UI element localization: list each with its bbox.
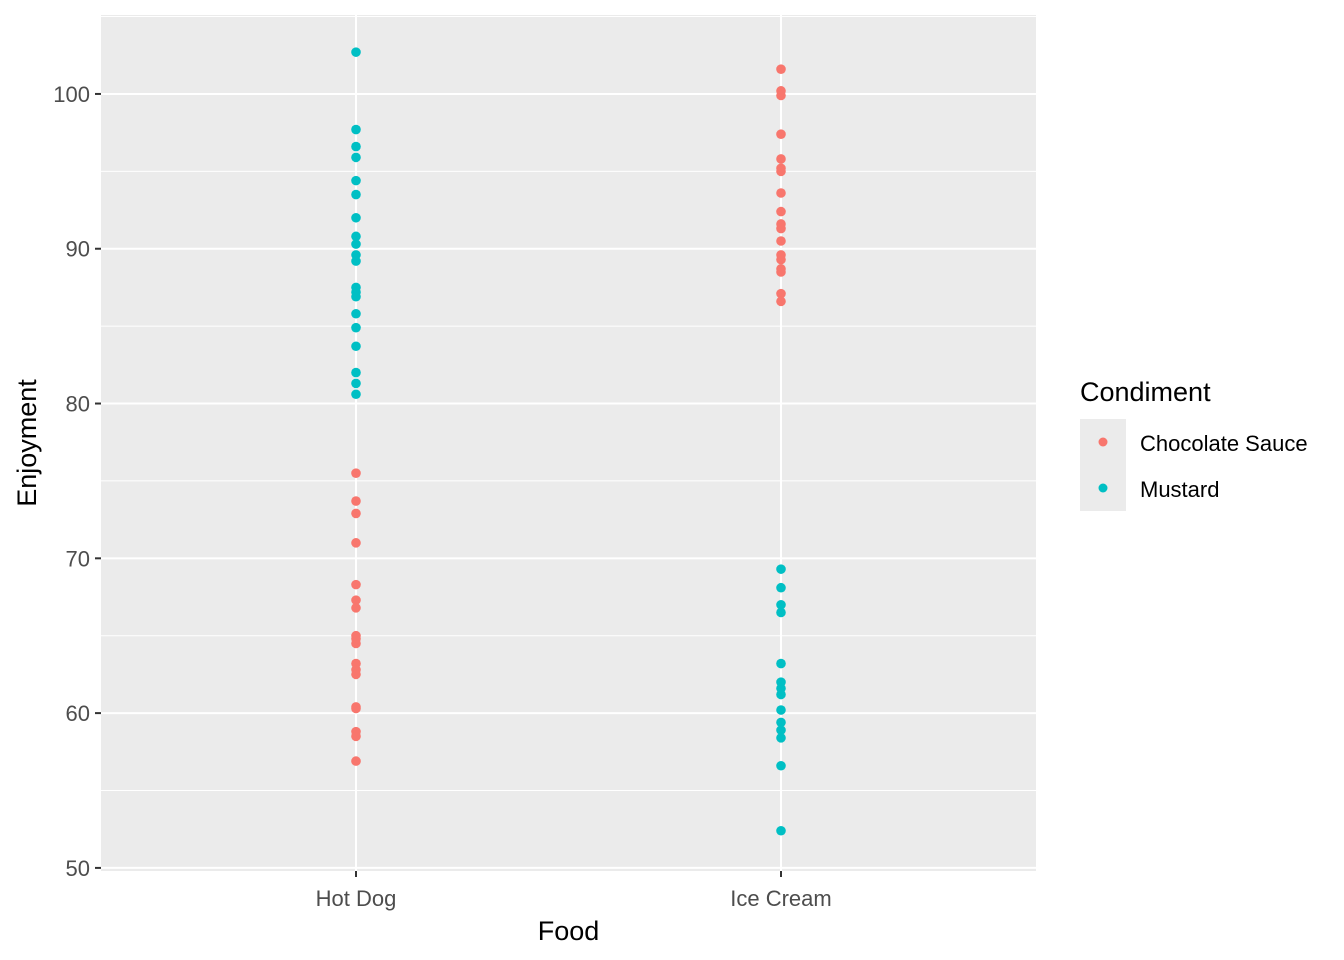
y-axis: 50 60 70 80 90 100 xyxy=(53,82,101,881)
legend-label-mustard: Mustard xyxy=(1140,477,1219,502)
data-point xyxy=(776,689,786,700)
y-tick-label: 50 xyxy=(66,856,90,881)
y-tick-label: 60 xyxy=(66,701,90,726)
data-point xyxy=(351,756,361,766)
data-point xyxy=(776,658,786,669)
minor-gridlines xyxy=(101,16,1036,792)
data-point xyxy=(776,129,786,139)
data-point xyxy=(776,206,786,217)
data-point xyxy=(776,825,786,836)
legend-key-background xyxy=(1080,419,1126,511)
plot-panel xyxy=(101,15,1036,871)
data-point xyxy=(776,705,786,715)
data-point xyxy=(351,256,361,266)
data-point xyxy=(776,166,786,177)
data-point xyxy=(776,717,786,728)
data-point xyxy=(776,267,786,277)
legend: Condiment Chocolate Sauce Mustard xyxy=(1080,377,1308,511)
data-point xyxy=(351,124,361,135)
x-axis-title: Food xyxy=(538,916,600,946)
legend-label-chocolate-sauce: Chocolate Sauce xyxy=(1140,431,1308,456)
data-point xyxy=(351,141,361,152)
data-point xyxy=(351,322,361,333)
data-point xyxy=(351,579,361,590)
data-point xyxy=(776,154,786,164)
data-point xyxy=(776,288,786,299)
data-point xyxy=(351,468,361,478)
data-point xyxy=(351,603,361,613)
data-point xyxy=(776,90,786,101)
data-point xyxy=(776,607,786,618)
data-point xyxy=(351,669,361,680)
data-point xyxy=(351,175,361,186)
data-point xyxy=(351,231,361,242)
data-point xyxy=(351,367,361,378)
data-point xyxy=(776,223,786,234)
data-point xyxy=(351,731,361,742)
data-point xyxy=(351,341,361,352)
data-point xyxy=(351,638,361,649)
y-tick-label: 80 xyxy=(66,392,90,417)
data-point xyxy=(776,64,786,74)
data-point xyxy=(776,582,786,593)
data-point xyxy=(776,599,786,610)
data-point xyxy=(351,703,361,714)
y-tick-label: 100 xyxy=(53,82,90,107)
data-point xyxy=(351,189,361,200)
data-point xyxy=(351,47,361,57)
legend-dot-chocolate-sauce xyxy=(1098,437,1108,447)
data-point xyxy=(351,508,361,519)
data-points xyxy=(351,47,786,836)
data-point xyxy=(351,389,361,400)
data-point xyxy=(776,254,786,265)
data-point xyxy=(351,595,361,605)
data-point xyxy=(776,725,786,735)
legend-dot-mustard xyxy=(1098,483,1108,493)
data-point xyxy=(776,188,786,198)
data-point xyxy=(351,538,361,548)
x-tick-label: Hot Dog xyxy=(316,886,397,911)
data-point xyxy=(776,733,786,743)
data-point xyxy=(776,564,786,574)
x-tick-label: Ice Cream xyxy=(730,886,831,911)
data-point xyxy=(776,760,786,771)
y-tick-label: 70 xyxy=(66,546,90,571)
data-point xyxy=(351,291,361,302)
data-point xyxy=(351,378,361,389)
data-point xyxy=(351,239,361,249)
data-point xyxy=(776,236,786,246)
y-axis-title: Enjoyment xyxy=(12,379,42,507)
data-point xyxy=(351,152,361,163)
data-point xyxy=(351,496,361,506)
data-point xyxy=(351,308,361,319)
data-point xyxy=(351,212,361,223)
legend-title: Condiment xyxy=(1080,377,1211,407)
x-axis: Hot Dog Ice Cream xyxy=(316,871,832,911)
y-tick-label: 90 xyxy=(66,237,90,262)
data-point xyxy=(776,296,786,307)
